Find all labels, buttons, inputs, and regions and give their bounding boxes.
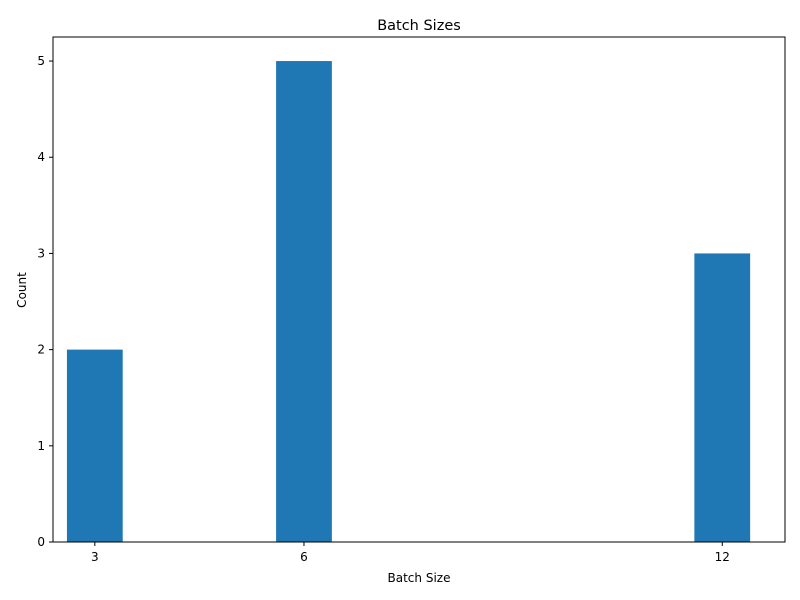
x-tick-label: 6 [300,550,308,564]
y-axis-ticks: 0 1 2 3 4 5 [37,54,53,549]
y-tick-label: 3 [37,246,45,260]
bar-12 [694,253,751,542]
bars [66,61,751,543]
x-axis-ticks: 3 6 12 [91,542,730,564]
x-tick-label: 3 [91,550,99,564]
y-tick-label: 4 [37,150,45,164]
bar-3 [66,349,123,542]
y-tick-label: 1 [37,439,45,453]
bar-6 [276,61,332,543]
axes-frame [52,36,786,543]
x-axis-label: Batch Size [388,571,451,585]
x-tick-label: 12 [715,550,730,564]
y-tick-label: 5 [37,54,45,68]
y-tick-label: 2 [37,343,45,357]
y-tick-label: 0 [37,535,45,549]
chart-title: Batch Sizes [377,18,461,34]
y-axis-label: Count [15,272,29,308]
